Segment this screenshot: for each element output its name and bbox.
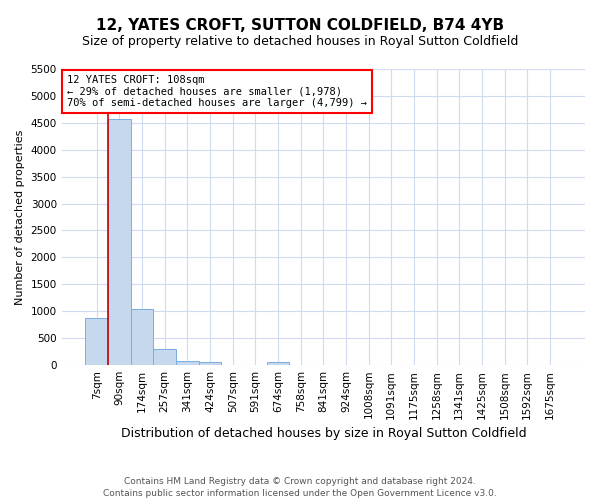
Bar [199, 362, 221, 365]
Text: Contains public sector information licensed under the Open Government Licence v3: Contains public sector information licen… [103, 489, 497, 498]
Y-axis label: Number of detached properties: Number of detached properties [15, 130, 25, 304]
Bar [131, 308, 154, 365]
Text: 12, YATES CROFT, SUTTON COLDFIELD, B74 4YB: 12, YATES CROFT, SUTTON COLDFIELD, B74 4… [96, 18, 504, 32]
Bar [108, 118, 131, 365]
Bar [266, 362, 289, 365]
X-axis label: Distribution of detached houses by size in Royal Sutton Coldfield: Distribution of detached houses by size … [121, 427, 526, 440]
Text: 12 YATES CROFT: 108sqm
← 29% of detached houses are smaller (1,978)
70% of semi-: 12 YATES CROFT: 108sqm ← 29% of detached… [67, 75, 367, 108]
Text: Contains HM Land Registry data © Crown copyright and database right 2024.: Contains HM Land Registry data © Crown c… [124, 478, 476, 486]
Bar [85, 318, 108, 365]
Bar [176, 361, 199, 365]
Bar [154, 350, 176, 365]
Text: Size of property relative to detached houses in Royal Sutton Coldfield: Size of property relative to detached ho… [82, 35, 518, 48]
